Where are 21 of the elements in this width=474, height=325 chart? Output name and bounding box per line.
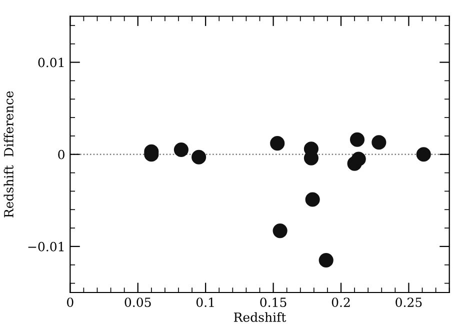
point bbox=[270, 136, 285, 151]
point bbox=[272, 224, 288, 238]
x-axis-title: Redshift bbox=[234, 312, 286, 322]
point bbox=[318, 252, 334, 268]
x-tick-label: 0.15 bbox=[260, 298, 286, 308]
y-axis-title: Redshift Difference bbox=[4, 91, 14, 218]
point bbox=[372, 135, 386, 150]
point bbox=[416, 147, 431, 162]
point bbox=[350, 132, 365, 147]
x-tick-label: 0.1 bbox=[196, 298, 214, 308]
x-tick-label: 0.05 bbox=[124, 298, 151, 308]
y-tick-label: 0.01 bbox=[38, 58, 64, 68]
y-tick-label: −0.01 bbox=[28, 242, 64, 252]
point bbox=[174, 142, 188, 158]
point bbox=[351, 152, 366, 166]
x-tick-label: 0 bbox=[67, 298, 74, 308]
y-tick-label: 0 bbox=[58, 150, 64, 160]
x-tick-label: 0.2 bbox=[332, 298, 350, 308]
point bbox=[192, 150, 206, 164]
x-tick-label: 0.25 bbox=[396, 298, 422, 308]
point bbox=[305, 192, 320, 207]
